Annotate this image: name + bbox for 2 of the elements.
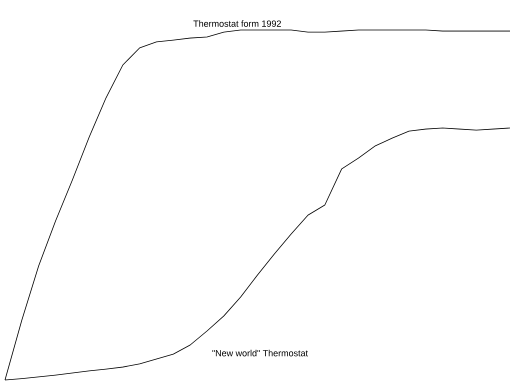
series-label: Thermostat form 1992 — [193, 20, 281, 27]
series-label: "New world" Thermostat — [212, 350, 308, 356]
